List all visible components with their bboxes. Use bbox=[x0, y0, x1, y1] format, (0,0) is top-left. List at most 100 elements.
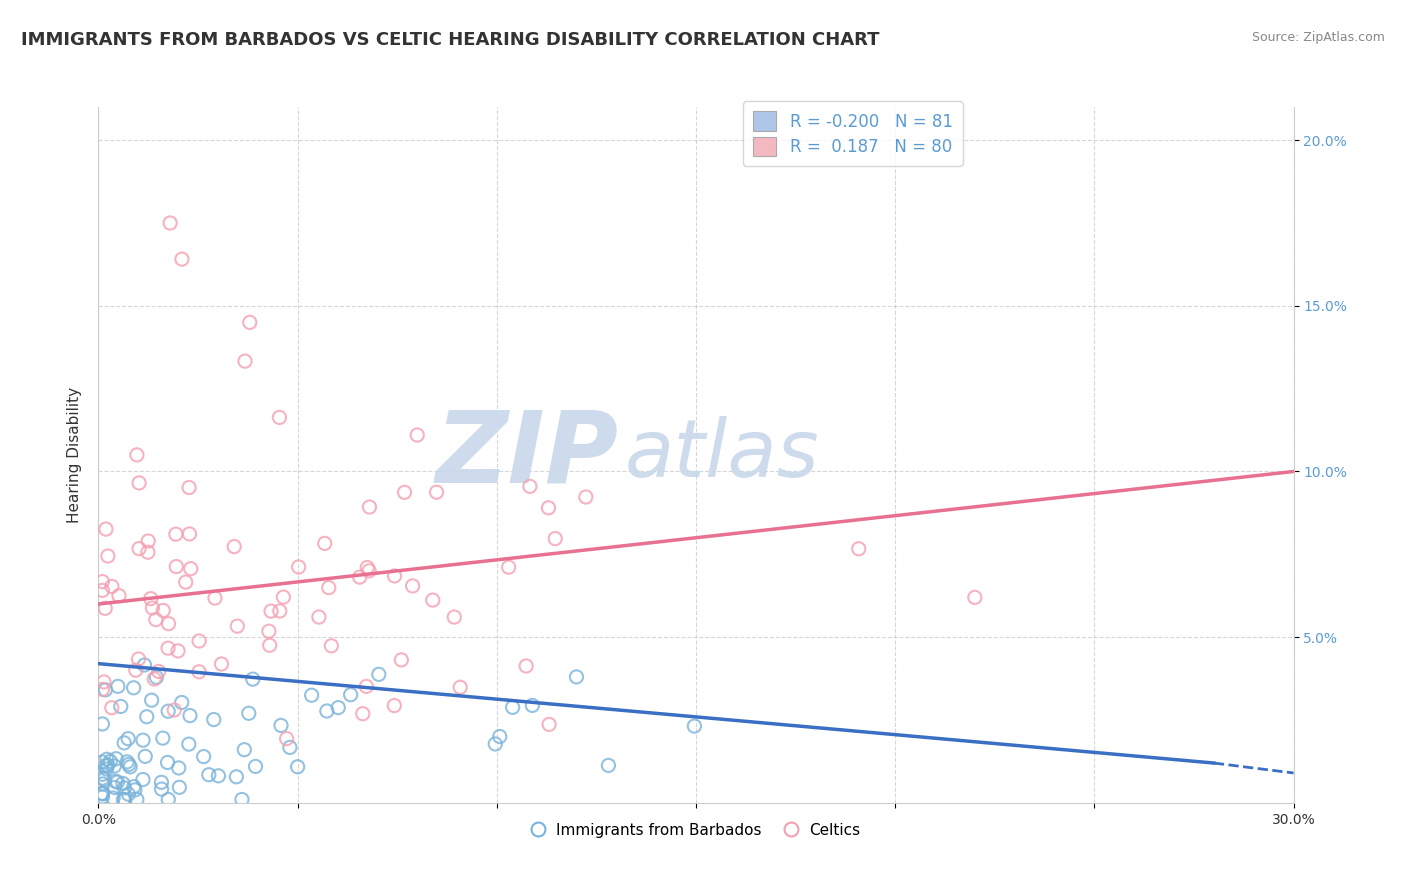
Point bbox=[269, 410, 291, 425]
Point bbox=[117, 787, 139, 801]
Point bbox=[367, 667, 389, 681]
Point bbox=[91, 777, 114, 791]
Point bbox=[150, 775, 173, 789]
Point bbox=[238, 706, 260, 721]
Point bbox=[207, 769, 229, 783]
Point bbox=[169, 780, 191, 795]
Point bbox=[179, 708, 201, 723]
Point bbox=[177, 737, 200, 751]
Point bbox=[188, 665, 211, 679]
Point bbox=[382, 698, 405, 713]
Point bbox=[91, 682, 114, 697]
Point bbox=[91, 767, 114, 781]
Point bbox=[91, 787, 114, 801]
Point bbox=[565, 670, 588, 684]
Point bbox=[104, 780, 127, 795]
Point bbox=[278, 740, 301, 755]
Point bbox=[394, 485, 416, 500]
Point bbox=[152, 731, 174, 745]
Point bbox=[91, 787, 114, 801]
Point bbox=[339, 688, 361, 702]
Point bbox=[104, 774, 127, 789]
Point bbox=[179, 527, 201, 541]
Point bbox=[134, 749, 156, 764]
Point bbox=[287, 560, 309, 574]
Point bbox=[157, 704, 180, 718]
Point bbox=[139, 591, 162, 606]
Point bbox=[148, 665, 170, 679]
Point bbox=[204, 591, 226, 605]
Point bbox=[359, 500, 381, 514]
Point bbox=[349, 570, 371, 584]
Point bbox=[136, 534, 159, 549]
Point bbox=[174, 575, 197, 590]
Point bbox=[120, 760, 142, 774]
Point bbox=[231, 792, 253, 806]
Text: atlas: atlas bbox=[624, 416, 820, 494]
Point bbox=[401, 579, 423, 593]
Point bbox=[94, 759, 117, 773]
Point bbox=[93, 772, 115, 787]
Point bbox=[112, 736, 135, 750]
Point bbox=[276, 731, 298, 746]
Point bbox=[260, 604, 283, 618]
Point bbox=[515, 659, 537, 673]
Point bbox=[426, 485, 449, 500]
Point bbox=[96, 752, 118, 766]
Point bbox=[422, 593, 444, 607]
Point bbox=[575, 490, 598, 504]
Point bbox=[118, 757, 141, 772]
Point bbox=[270, 718, 292, 732]
Point bbox=[259, 638, 281, 652]
Point bbox=[314, 536, 336, 550]
Point bbox=[91, 755, 114, 769]
Point bbox=[683, 719, 706, 733]
Point bbox=[156, 756, 179, 770]
Point bbox=[193, 749, 215, 764]
Point bbox=[157, 792, 180, 806]
Point bbox=[163, 703, 186, 717]
Point bbox=[273, 590, 295, 604]
Point bbox=[224, 540, 246, 554]
Point bbox=[128, 475, 150, 490]
Point bbox=[177, 481, 200, 495]
Point bbox=[152, 603, 174, 617]
Legend: Immigrants from Barbados, Celtics: Immigrants from Barbados, Celtics bbox=[526, 817, 866, 844]
Point bbox=[108, 589, 131, 603]
Point bbox=[180, 562, 202, 576]
Point bbox=[522, 698, 544, 713]
Point bbox=[165, 527, 187, 541]
Point bbox=[132, 733, 155, 747]
Point bbox=[111, 776, 134, 790]
Point bbox=[389, 653, 412, 667]
Point bbox=[122, 780, 145, 794]
Text: Source: ZipAtlas.com: Source: ZipAtlas.com bbox=[1251, 31, 1385, 45]
Text: ZIP: ZIP bbox=[436, 407, 619, 503]
Point bbox=[233, 742, 256, 756]
Point bbox=[114, 792, 136, 806]
Point bbox=[198, 768, 221, 782]
Point bbox=[91, 717, 114, 731]
Point bbox=[105, 752, 128, 766]
Point bbox=[406, 428, 429, 442]
Point bbox=[132, 772, 155, 787]
Point bbox=[112, 780, 135, 795]
Point bbox=[94, 682, 117, 697]
Point bbox=[124, 783, 146, 797]
Point bbox=[91, 786, 114, 800]
Point bbox=[269, 604, 291, 618]
Point bbox=[225, 770, 247, 784]
Point bbox=[356, 560, 378, 574]
Point bbox=[544, 532, 567, 546]
Point bbox=[125, 448, 148, 462]
Point bbox=[125, 663, 148, 677]
Point bbox=[128, 652, 150, 666]
Point bbox=[101, 791, 124, 805]
Point bbox=[165, 559, 187, 574]
Point bbox=[91, 790, 114, 805]
Point bbox=[449, 680, 471, 694]
Point bbox=[318, 581, 340, 595]
Point bbox=[97, 758, 120, 772]
Point bbox=[170, 695, 193, 709]
Text: IMMIGRANTS FROM BARBADOS VS CELTIC HEARING DISABILITY CORRELATION CHART: IMMIGRANTS FROM BARBADOS VS CELTIC HEARI… bbox=[21, 31, 880, 49]
